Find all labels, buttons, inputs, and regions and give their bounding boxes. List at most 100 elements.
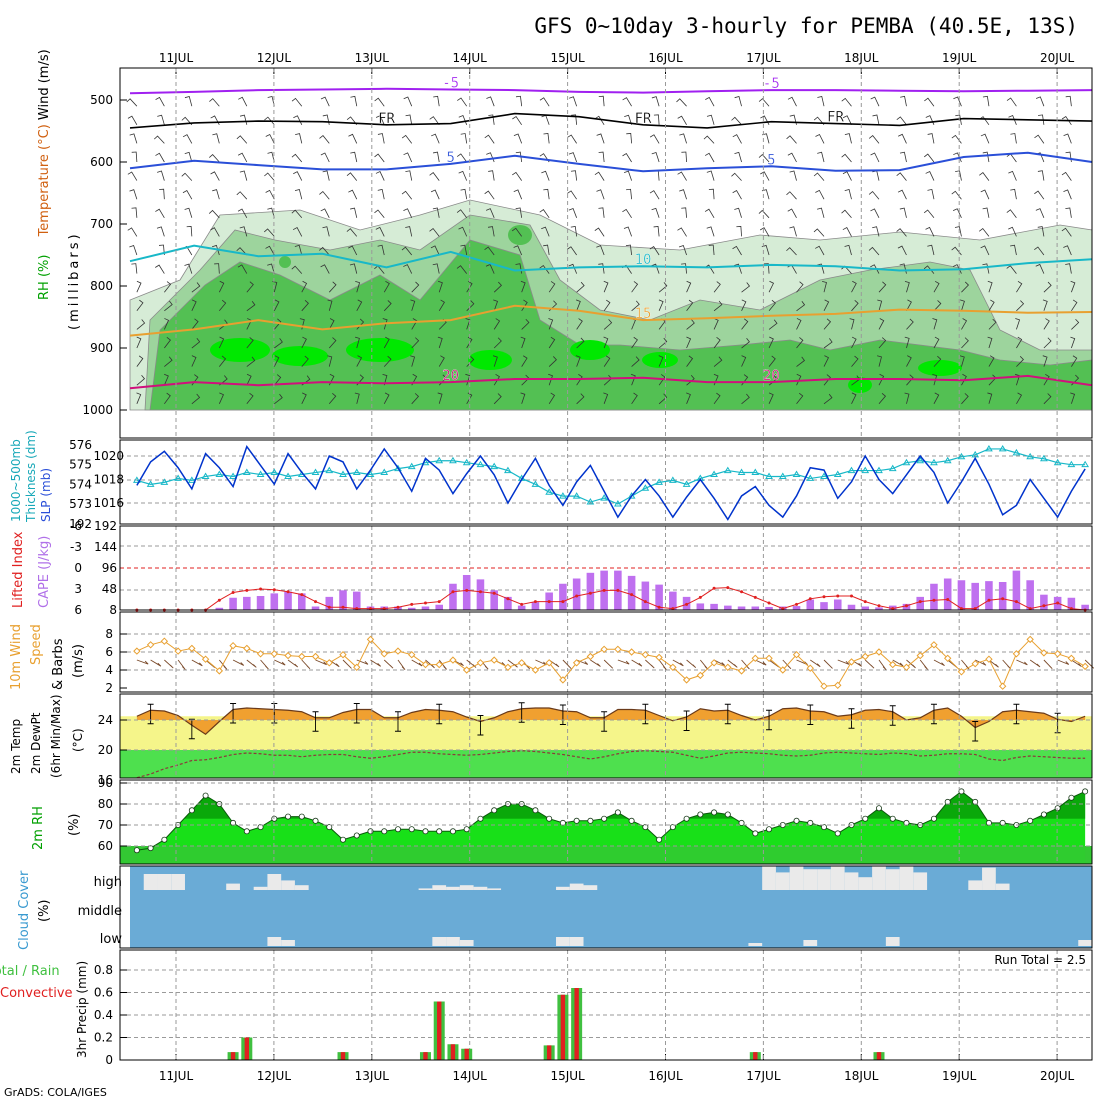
wind-barb [1043, 281, 1052, 293]
wind-barb [1016, 392, 1023, 405]
cape-bar [215, 607, 224, 610]
wind-barb [961, 318, 968, 330]
li-point [245, 588, 249, 592]
wind-barb [851, 336, 857, 349]
wind-barb [713, 318, 719, 330]
thickness-point [160, 478, 169, 485]
li-point [808, 597, 812, 601]
wind10m-barb [892, 659, 904, 667]
wind-speed-point [449, 656, 457, 664]
slp-frame [119, 439, 1093, 525]
wind-barb [841, 97, 852, 107]
tick-label: 600 [90, 155, 113, 169]
cape-bar [352, 591, 361, 610]
rh-point [394, 826, 401, 833]
rh-point [312, 817, 319, 824]
precip-convective-bar [450, 1044, 456, 1060]
bottom-date-label: 14JUL [453, 1069, 488, 1083]
tick-label: 60 [98, 839, 113, 853]
rh-point [573, 817, 580, 824]
wind-barb [651, 263, 660, 274]
rh-point [903, 819, 910, 826]
minmax-bar [972, 721, 979, 742]
wind-barb [405, 226, 413, 237]
tick-label: 8 [105, 627, 113, 641]
wind-barb [851, 280, 857, 293]
wind-barb [630, 373, 636, 386]
minmax-bar [724, 703, 731, 725]
wind-barb [430, 245, 440, 256]
wind-barb [768, 375, 778, 386]
wind-barb [1065, 151, 1072, 163]
tick-label: 24 [98, 713, 113, 727]
contour-label: 5 [446, 150, 454, 166]
wind-barb [155, 96, 165, 107]
wind-barb [293, 171, 303, 181]
wind-speed-point [408, 650, 416, 659]
wind-barb [851, 300, 859, 312]
li-point [314, 600, 318, 604]
thickness-tick: 576 [69, 438, 92, 452]
wind-barb [1034, 134, 1045, 144]
thickness-point [174, 474, 182, 481]
wind-barb [741, 393, 750, 405]
li-point [217, 598, 221, 602]
li-point [437, 600, 441, 604]
rh-high-patch [848, 377, 872, 393]
wind-barb [713, 392, 721, 405]
rh-label: 2m RH [31, 806, 46, 850]
wind-barb [789, 226, 797, 237]
wind-barb [159, 188, 165, 200]
wind-barb [264, 228, 275, 237]
rh-high-patch [642, 352, 678, 368]
wind-barb [623, 170, 632, 181]
contour-label: FR [378, 111, 395, 127]
wind-speed-point [641, 650, 650, 659]
wind-barb [631, 336, 638, 349]
wind-barb [485, 263, 495, 274]
wind-speed-point [1040, 649, 1048, 657]
wind-barb [823, 338, 833, 349]
wind10m-barb [837, 659, 850, 665]
wind-barb [925, 170, 935, 181]
wind-barb [658, 337, 668, 349]
thickness-point [778, 472, 787, 479]
high-cloud-bar [789, 866, 804, 890]
wind-barb [182, 134, 193, 144]
wind-barb [870, 208, 880, 218]
wind-barb [295, 133, 303, 144]
li-point [451, 590, 455, 594]
wind-barb [437, 392, 443, 404]
wind-barb [327, 299, 333, 311]
wind-barb [291, 153, 303, 163]
thickness-point [407, 462, 416, 470]
tick-label: 0.4 [94, 1008, 113, 1022]
wind-barb [346, 228, 358, 237]
wind-barb [631, 300, 640, 312]
wind-barb [410, 299, 416, 311]
rh-point [724, 811, 731, 818]
wind10m-barb [1071, 659, 1082, 667]
rh-point [958, 788, 965, 795]
wind-barb [731, 116, 742, 126]
precip-convective-bar [437, 1001, 442, 1060]
wind-barb [328, 337, 337, 349]
wind-barb [466, 281, 473, 293]
rh-high-patch [210, 338, 270, 362]
cape-bar [847, 604, 856, 610]
wind10m-barb [961, 659, 970, 670]
wind-barb [382, 318, 388, 330]
wind-barb [741, 318, 749, 330]
wind-barb [155, 264, 165, 274]
wind-barb [982, 151, 990, 163]
wind-speed-point [380, 650, 388, 658]
wind-barb [293, 115, 303, 125]
wind-barb [401, 190, 413, 200]
high-cloud-bar [995, 883, 1010, 890]
contour-label: -5 [442, 75, 459, 91]
contour-5 [129, 151, 1093, 173]
wind-barb [246, 281, 254, 293]
cape-bar [641, 581, 650, 610]
cape-bar [559, 583, 567, 610]
